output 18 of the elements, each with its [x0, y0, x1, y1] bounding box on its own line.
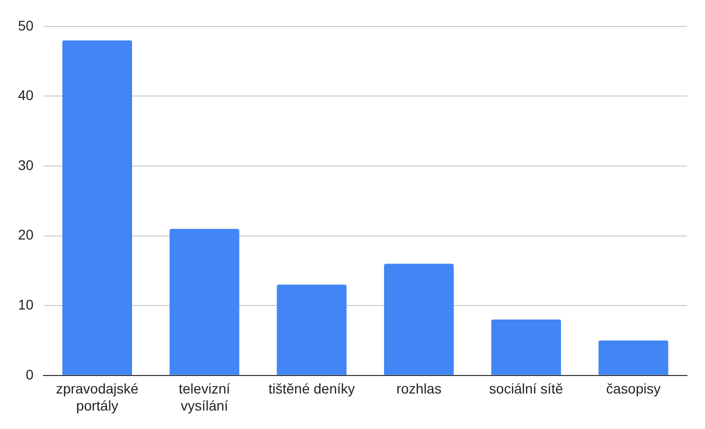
bar — [384, 264, 454, 375]
y-tick-label: 30 — [18, 156, 34, 173]
y-tick-label: 50 — [18, 17, 34, 34]
bar — [276, 284, 347, 375]
x-tick-label: rozhlas — [396, 380, 442, 397]
x-tick-label: televizní vysílání — [178, 380, 230, 414]
bar — [62, 40, 132, 375]
x-tick-label: časopisy — [606, 380, 661, 397]
bar — [598, 340, 668, 375]
x-tick-label: zpravodajské portály — [56, 380, 139, 414]
bar — [170, 228, 240, 375]
y-tick-label: 40 — [18, 87, 34, 104]
y-tick-label: 20 — [18, 226, 34, 243]
bar — [491, 320, 561, 375]
x-tick-label: tištěné deníky — [268, 380, 355, 397]
y-tick-label: 10 — [18, 296, 34, 312]
y-tick-label: 0 — [26, 366, 34, 382]
x-tick-label: sociální sítě — [489, 380, 564, 397]
